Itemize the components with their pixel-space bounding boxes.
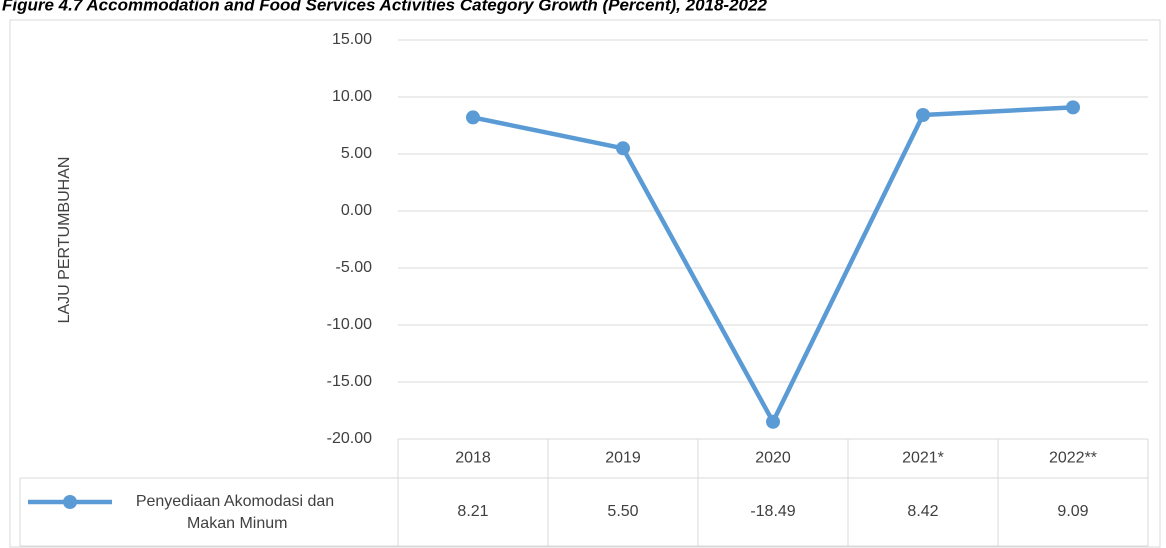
marker bbox=[766, 414, 780, 429]
x-tick-label: 2022** bbox=[1049, 450, 1097, 467]
marker bbox=[466, 110, 480, 125]
marker bbox=[616, 141, 630, 156]
y-tick-label: 0.00 bbox=[341, 202, 372, 219]
legend-marker bbox=[63, 495, 77, 509]
y-tick-label: -20.00 bbox=[327, 430, 372, 447]
y-tick-label: 15.00 bbox=[332, 31, 372, 48]
chart-title: Figure 4.7 Accommodation and Food Servic… bbox=[2, 0, 767, 14]
data-label: 9.09 bbox=[1057, 503, 1088, 520]
data-label: 8.21 bbox=[457, 503, 488, 520]
y-tick-label: 10.00 bbox=[332, 88, 372, 105]
series-line bbox=[472, 105, 1074, 425]
x-tick-label: 2018 bbox=[455, 450, 491, 467]
y-tick-label: -5.00 bbox=[336, 259, 373, 276]
y-tick-label: 5.00 bbox=[341, 145, 372, 162]
data-label: 8.42 bbox=[907, 503, 938, 520]
y-axis-label: LAJU PERTUMBUHAN bbox=[56, 157, 73, 324]
chart-frame bbox=[9, 19, 1161, 548]
legend-label: Penyediaan Akomodasi dan Makan Minum bbox=[136, 493, 334, 532]
marker bbox=[1066, 100, 1080, 115]
x-tick-label: 2019 bbox=[605, 450, 641, 467]
data-label: -18.49 bbox=[750, 503, 795, 520]
x-tick-label: 2020 bbox=[755, 450, 791, 467]
data-label: 5.50 bbox=[607, 503, 638, 520]
y-tick-label: -15.00 bbox=[327, 373, 372, 390]
x-tick-label: 2021* bbox=[902, 450, 944, 467]
y-tick-label: -10.00 bbox=[327, 316, 372, 333]
marker bbox=[916, 108, 930, 123]
